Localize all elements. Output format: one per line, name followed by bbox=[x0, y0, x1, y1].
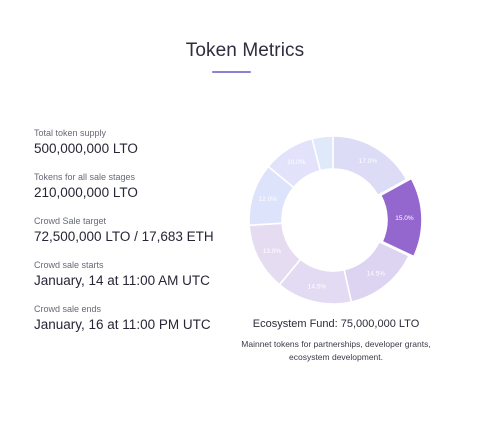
metric-value: 500,000,000 LTO bbox=[34, 141, 138, 156]
slice-label: 13.0% bbox=[263, 248, 282, 255]
metric-crowd-sale-end: Crowd sale ends January, 16 at 11:00 PM … bbox=[34, 303, 239, 334]
metric-value: January, 16 at 11:00 PM UTC bbox=[34, 317, 211, 332]
slice-label: 17.0% bbox=[359, 158, 378, 165]
slice-label: 15.0% bbox=[395, 215, 414, 222]
token-distribution-chart[interactable]: 17.0% 15.0% 14.5% 14.5% 13.0% 12.0% 10.0% bbox=[244, 131, 422, 309]
donut-slice[interactable] bbox=[311, 135, 334, 172]
metric-value: 72,500,000 LTO / 17,683 ETH bbox=[34, 229, 214, 244]
metric-label: Crowd Sale target bbox=[34, 216, 107, 226]
metric-total-supply: Total token supply 500,000,000 LTO bbox=[34, 127, 239, 158]
metric-crowd-sale-target: Crowd Sale target 72,500,000 LTO / 17,68… bbox=[34, 215, 239, 246]
metric-crowd-sale-start: Crowd sale starts January, 14 at 11:00 A… bbox=[34, 259, 239, 290]
metric-label: Tokens for all sale stages bbox=[34, 172, 136, 182]
metric-sale-stage-tokens: Tokens for all sale stages 210,000,000 L… bbox=[34, 171, 239, 202]
metric-label: Total token supply bbox=[34, 128, 107, 138]
donut-slice[interactable] bbox=[332, 135, 408, 197]
slice-label: 12.0% bbox=[259, 196, 278, 203]
metric-value: January, 14 at 11:00 AM UTC bbox=[34, 273, 210, 288]
metric-value: 210,000,000 LTO bbox=[34, 185, 138, 200]
legend-description: Mainnet tokens for partnerships, develop… bbox=[241, 339, 431, 362]
metrics-list: Total token supply 500,000,000 LTO Token… bbox=[34, 127, 239, 347]
slice-label: 10.0% bbox=[287, 159, 306, 166]
slice-label: 14.5% bbox=[367, 270, 386, 277]
title-underline bbox=[212, 71, 251, 73]
section-title: Token Metrics bbox=[185, 40, 305, 61]
legend-title: Ecosystem Fund: 75,000,000 LTO bbox=[252, 318, 420, 330]
donut-chart-svg: 17.0% 15.0% 14.5% 14.5% 13.0% 12.0% 10.0% bbox=[248, 135, 422, 305]
metric-label: Crowd sale ends bbox=[34, 304, 102, 314]
donut-slice[interactable] bbox=[379, 177, 422, 258]
slice-label: 14.5% bbox=[308, 284, 327, 291]
metric-label: Crowd sale starts bbox=[34, 260, 104, 270]
